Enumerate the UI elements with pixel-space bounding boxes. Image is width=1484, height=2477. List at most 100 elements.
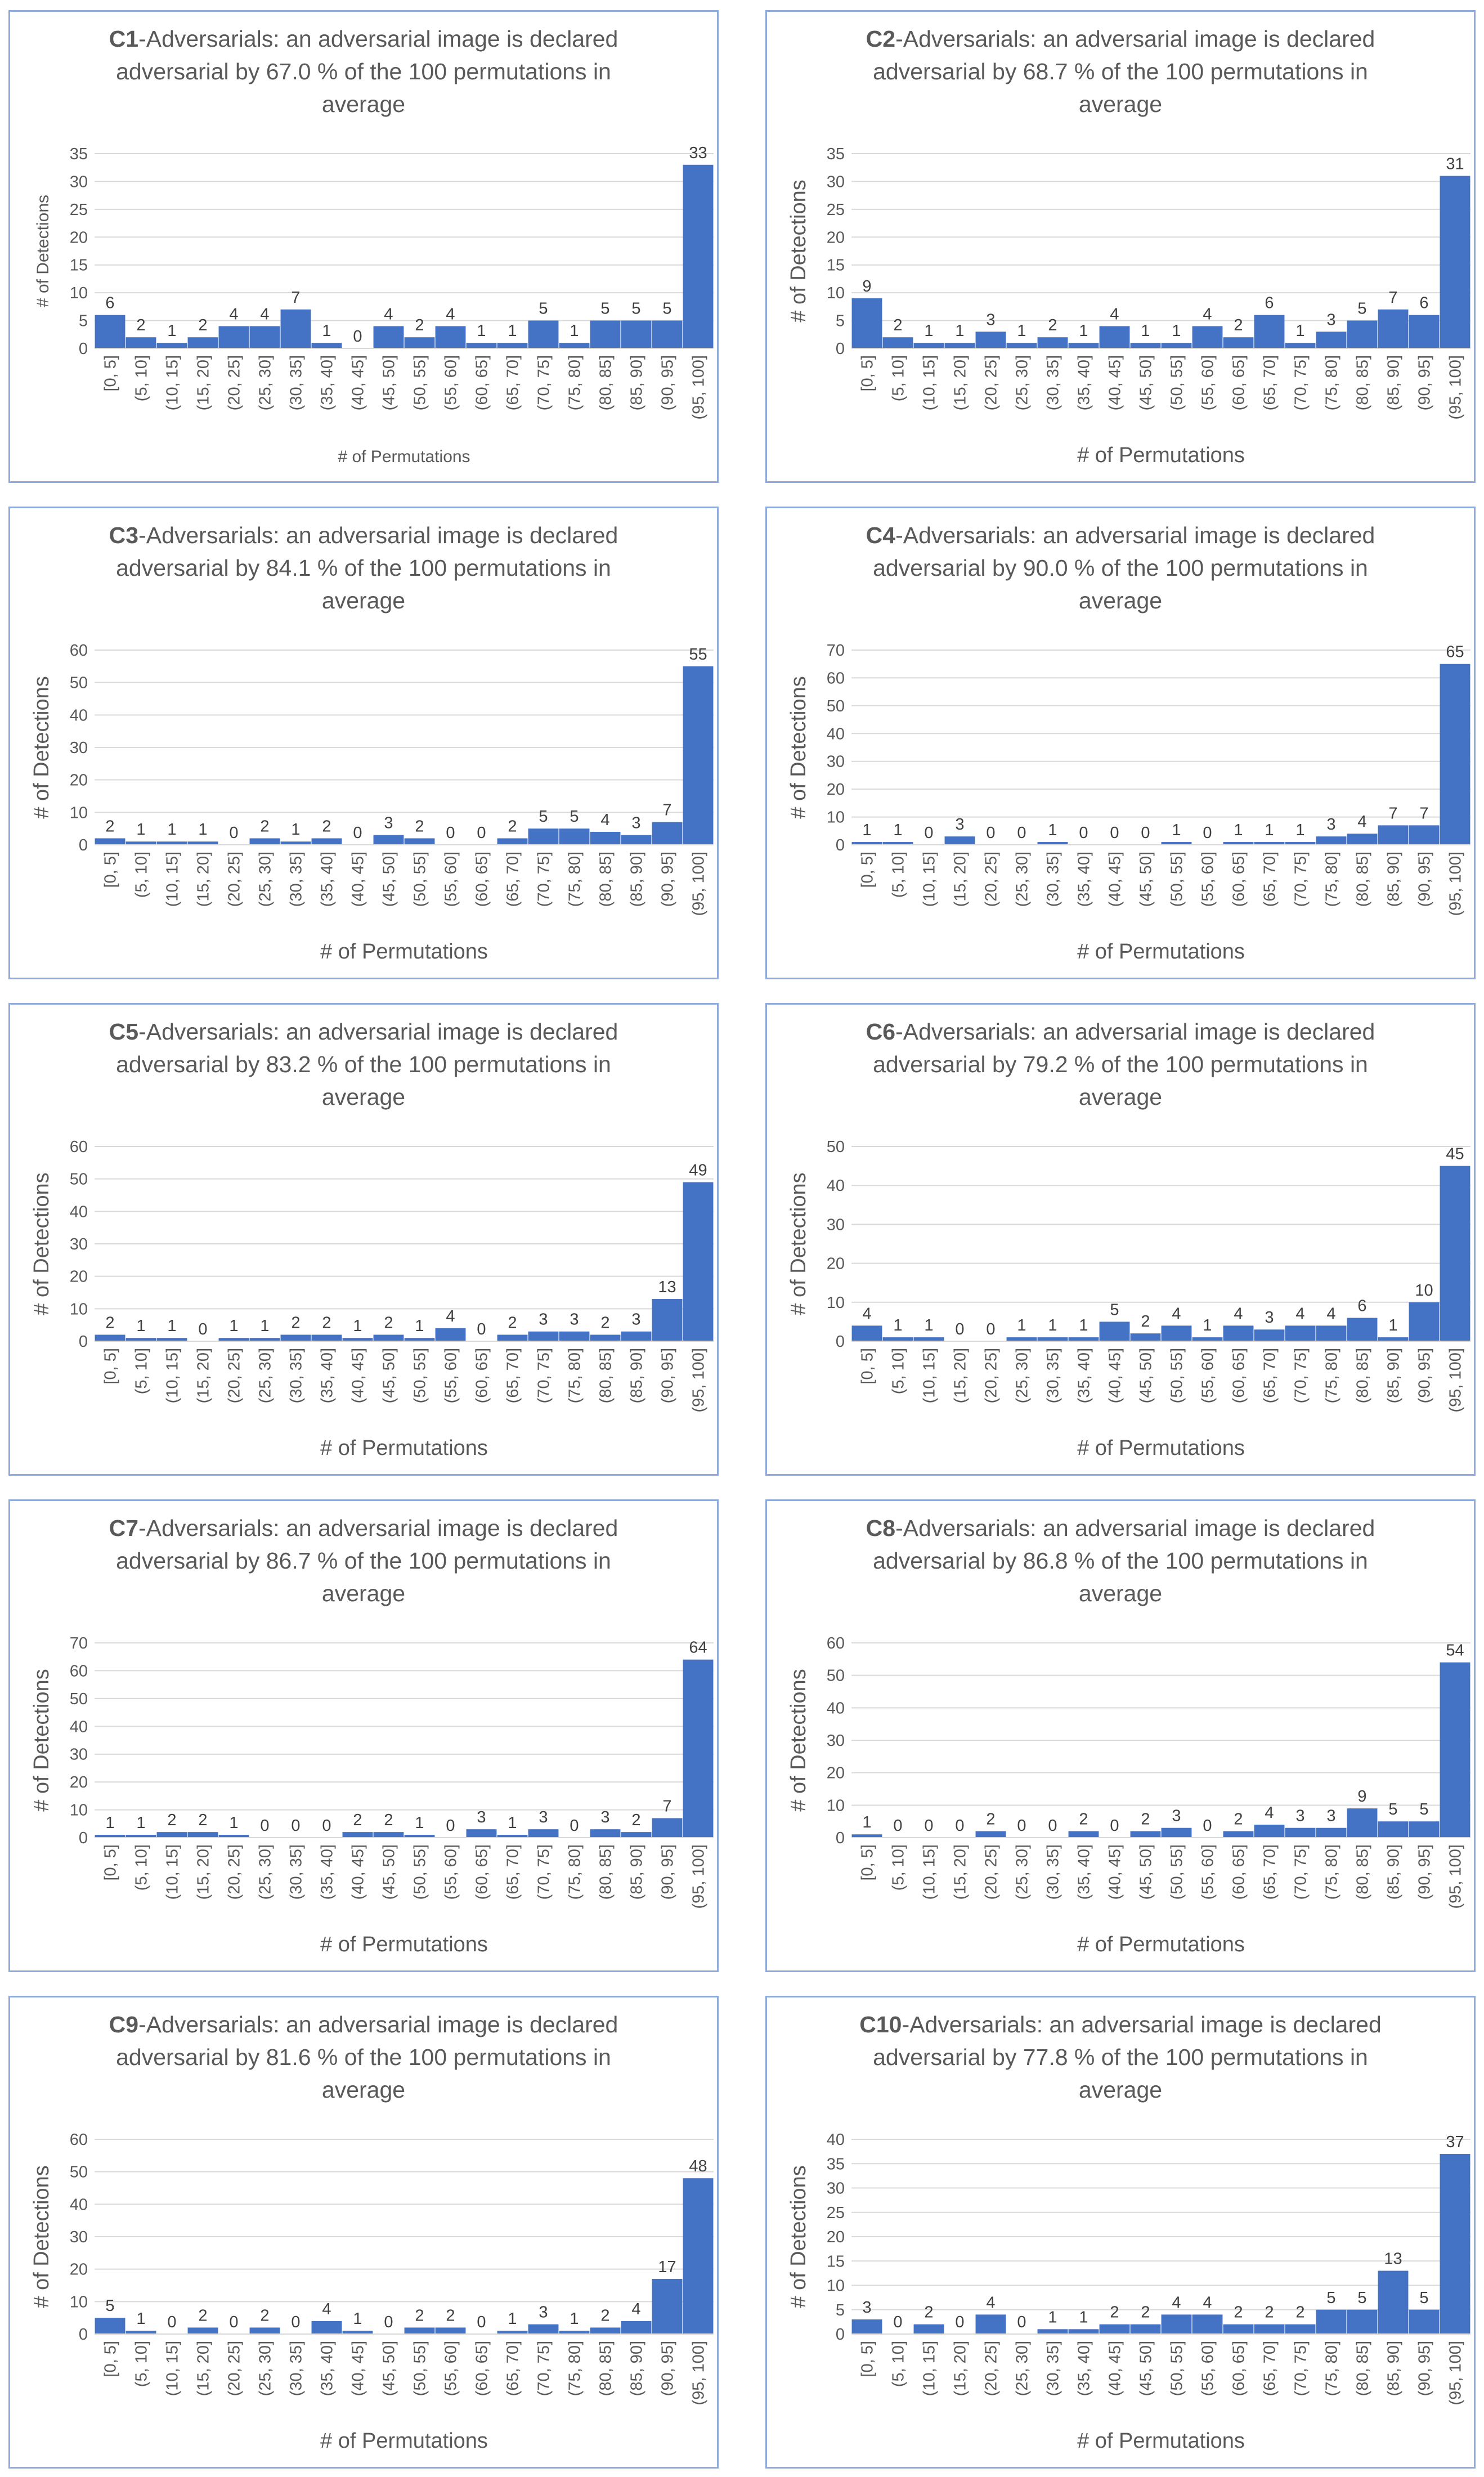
y-tick-label: 0 (79, 1829, 88, 1847)
bar (913, 1337, 944, 1341)
x-tick-label: (25, 30] (257, 355, 275, 410)
bar (95, 1334, 125, 1341)
y-tick-label: 0 (836, 2326, 845, 2344)
x-tick-label: (30, 35] (1044, 2341, 1062, 2396)
bar (311, 1334, 342, 1341)
x-tick-label: (80, 85] (597, 1348, 615, 1403)
x-tick-label: (25, 30] (1014, 1844, 1032, 1900)
x-tick-label: (80, 85] (597, 355, 615, 410)
bar (1378, 1821, 1409, 1838)
y-tick-label: 10 (827, 809, 845, 827)
x-tick-label: (20, 25] (226, 2341, 244, 2396)
data-label: 5 (1388, 1800, 1397, 1818)
bar (590, 2327, 621, 2334)
data-label: 0 (1110, 1817, 1119, 1835)
chart-panel-c7: C7-Adversarials: an adversarial image is… (8, 1499, 719, 1972)
y-tick-label: 5 (79, 312, 88, 330)
bar (95, 838, 125, 845)
data-label: 2 (508, 817, 517, 835)
data-label: 65 (1446, 643, 1464, 661)
x-tick-label: (45, 50] (380, 355, 398, 410)
bar (1440, 176, 1470, 348)
x-tick-label: (95, 100] (690, 852, 708, 916)
x-axis-title: # of Permutations (320, 940, 488, 964)
y-tick-label: 20 (70, 1268, 88, 1286)
data-label: 2 (415, 316, 424, 334)
data-label: 1 (353, 1317, 362, 1335)
x-tick-label: (95, 100] (1447, 355, 1465, 419)
x-tick-label: (50, 55] (411, 1348, 429, 1403)
x-tick-label: (60, 65] (1230, 2341, 1248, 2396)
data-label: 2 (136, 316, 145, 334)
bar (1161, 842, 1192, 845)
bar (1161, 343, 1192, 348)
x-tick-label: (95, 100] (690, 1348, 708, 1412)
chart-title-id: C9 (109, 2012, 138, 2037)
chart-title-text: -Adversarials: an adversarial image is d… (138, 522, 618, 548)
data-label: 5 (105, 2297, 114, 2315)
y-tick-label: 40 (70, 1203, 88, 1221)
x-tick-label: (25, 30] (1014, 2341, 1032, 2396)
y-tick-label: 60 (70, 2131, 88, 2149)
data-label: 0 (1203, 1817, 1212, 1835)
x-tick-label: (5, 10] (133, 1844, 151, 1891)
y-axis-title: # of Detections (787, 1669, 810, 1811)
bar (559, 343, 590, 348)
y-tick-label: 60 (70, 1662, 88, 1680)
bar (590, 831, 621, 845)
data-label: 45 (1446, 1145, 1464, 1163)
chart-svg: C7-Adversarials: an adversarial image is… (30, 1515, 714, 1956)
bar (652, 1818, 683, 1838)
bar (435, 1328, 466, 1341)
bar (373, 326, 404, 348)
y-tick-label: 10 (70, 284, 88, 302)
y-tick-label: 30 (827, 1216, 845, 1234)
x-tick-label: (85, 90] (1385, 355, 1403, 410)
chart-title-text: -Adversarials: an adversarial image is d… (138, 2012, 618, 2037)
data-label: 2 (198, 316, 207, 334)
y-tick-label: 20 (70, 229, 88, 247)
bar (683, 2178, 714, 2334)
x-tick-label: (40, 45] (1106, 1348, 1124, 1403)
y-tick-label: 30 (827, 1732, 845, 1750)
data-label: 0 (1079, 824, 1088, 842)
data-label: 6 (1419, 294, 1428, 312)
chart-title-line2: adversarial by 86.7 % of the 100 permuta… (116, 1548, 611, 1574)
x-tick-label: (15, 20] (952, 2341, 970, 2396)
chart-title-line1: C1-Adversarials: an adversarial image is… (109, 26, 618, 52)
x-tick-label: (75, 80] (1323, 852, 1341, 907)
data-label: 4 (322, 2300, 331, 2318)
data-label: 1 (924, 1316, 933, 1334)
data-label: 3 (600, 1808, 609, 1826)
chart-panel-c3: C3-Adversarials: an adversarial image is… (8, 507, 719, 979)
data-label: 0 (1141, 824, 1150, 842)
bar (311, 838, 342, 845)
data-label: 1 (1172, 821, 1181, 839)
y-tick-label: 35 (70, 145, 88, 163)
bar (1192, 2314, 1223, 2334)
bar (156, 841, 187, 845)
y-tick-label: 10 (70, 2293, 88, 2311)
x-tick-label: (65, 70] (1261, 1348, 1279, 1403)
bar (1316, 2309, 1347, 2334)
x-tick-label: (60, 65] (473, 355, 491, 410)
data-label: 13 (658, 1278, 676, 1296)
data-label: 0 (893, 2313, 902, 2331)
bar (1068, 1831, 1099, 1838)
data-label: 1 (508, 1814, 517, 1832)
chart-title-line3: average (1079, 1084, 1162, 1110)
x-axis-title: # of Permutations (1077, 940, 1245, 964)
x-tick-label: (60, 65] (1230, 1348, 1248, 1403)
bar (1223, 1325, 1254, 1341)
x-tick-label: (5, 10] (890, 1348, 908, 1394)
x-tick-label: (75, 80] (566, 2341, 584, 2396)
data-label: 3 (862, 2299, 871, 2317)
chart-title-line1: C6-Adversarials: an adversarial image is… (866, 1019, 1375, 1045)
bar (1254, 842, 1285, 845)
x-tick-label: (55, 60] (442, 2341, 460, 2396)
chart-title-line1: C2-Adversarials: an adversarial image is… (866, 26, 1375, 52)
x-tick-label: (40, 45] (1106, 852, 1124, 907)
y-tick-label: 20 (70, 2261, 88, 2279)
y-tick-label: 35 (827, 2155, 845, 2173)
x-tick-label: (10, 15] (921, 852, 939, 907)
